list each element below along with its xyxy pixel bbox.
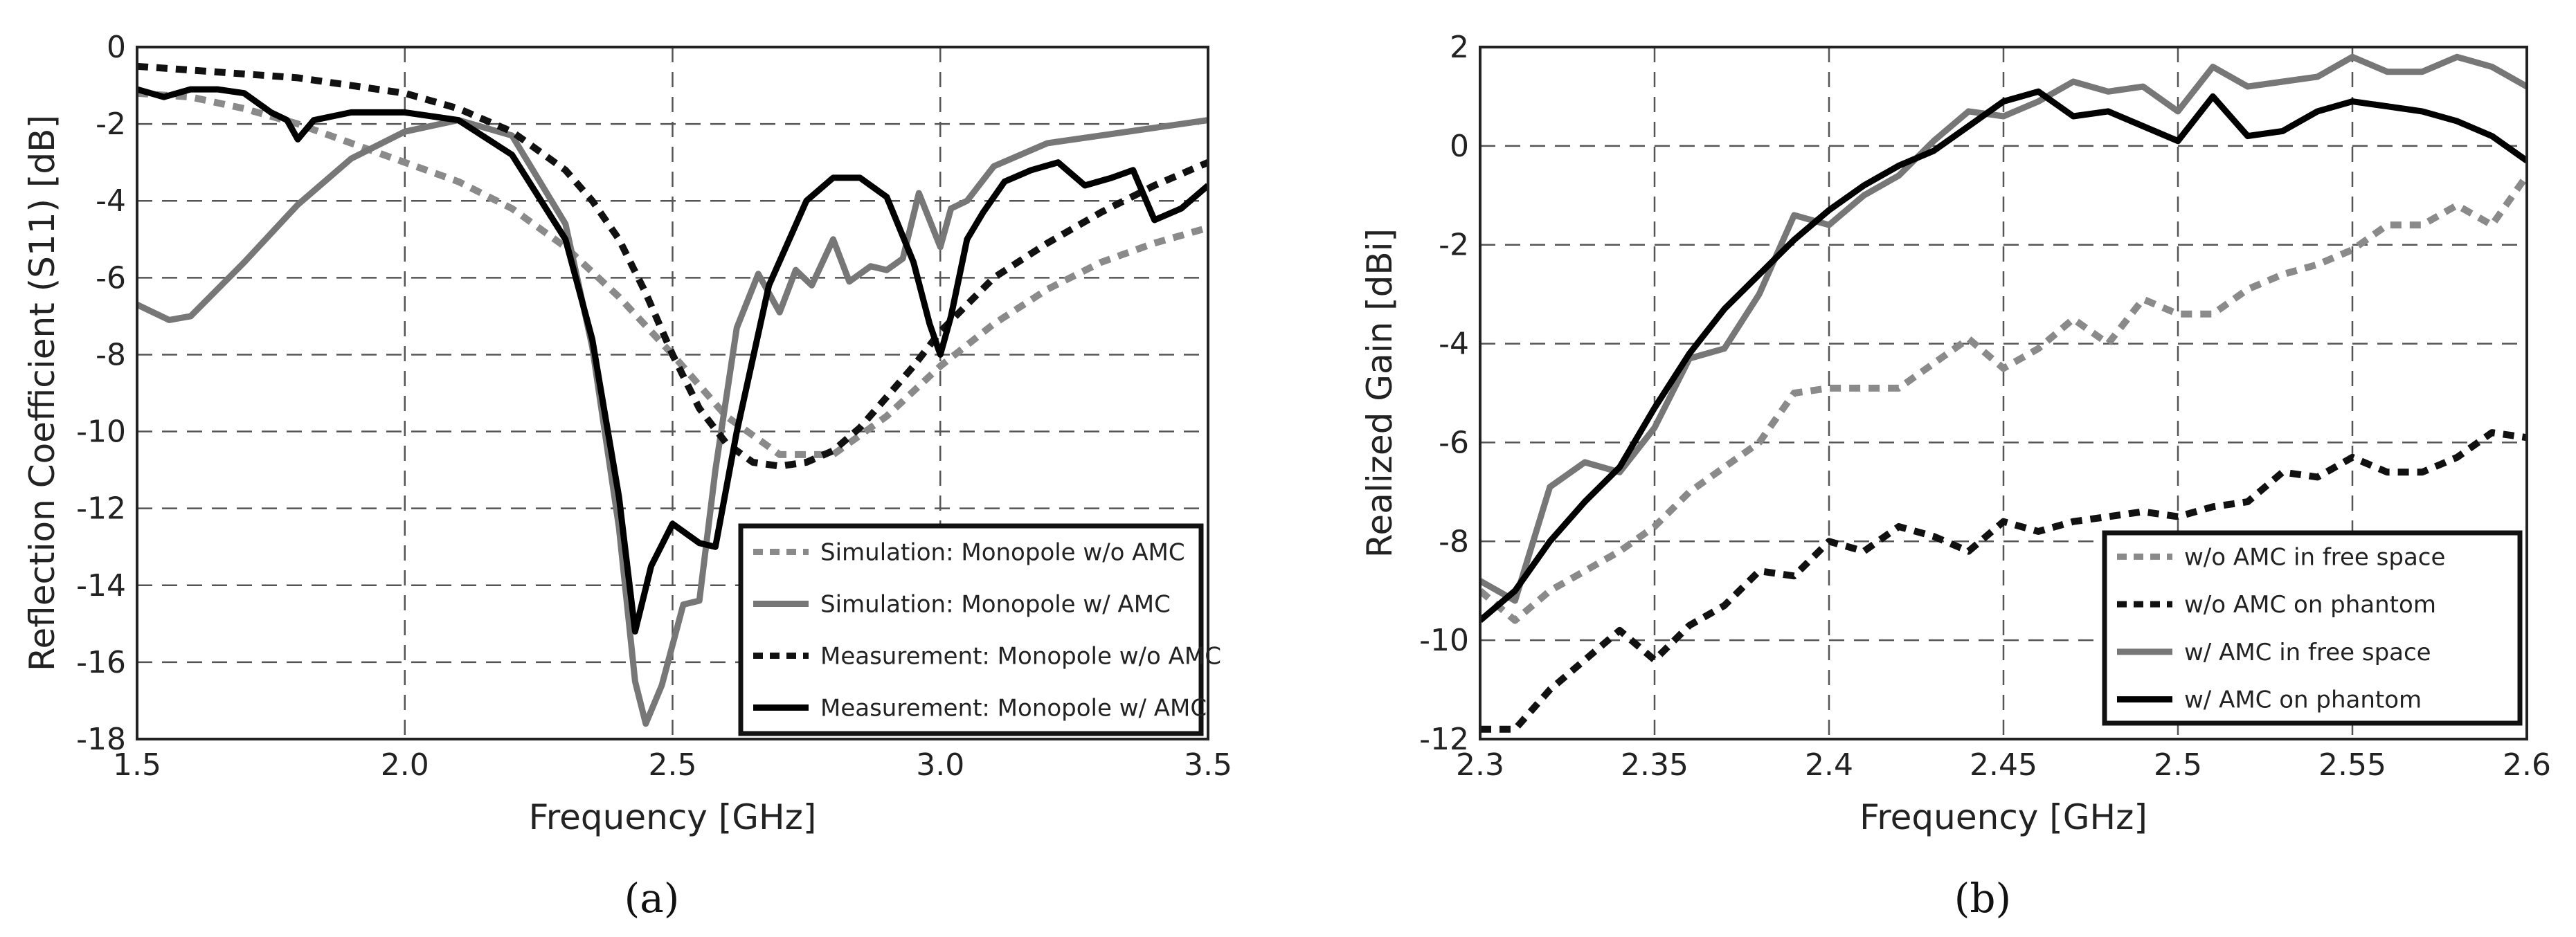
legend-box bbox=[2102, 530, 2523, 726]
legend-label: Measurement: Monopole w/ AMC bbox=[820, 695, 1207, 722]
legend-label: Simulation: Monopole w/o AMC bbox=[820, 539, 1185, 567]
y-tick-label: -8 bbox=[1439, 524, 1469, 559]
legend-label: w/ AMC in free space bbox=[2184, 639, 2431, 666]
y-tick-label: -10 bbox=[76, 415, 126, 450]
series-line-2 bbox=[137, 117, 1208, 727]
x-tick-label: 2.0 bbox=[381, 747, 429, 783]
legend-label: Measurement: Monopole w/o AMC bbox=[820, 643, 1221, 671]
legend-label: w/ AMC on phantom bbox=[2184, 686, 2422, 714]
y-tick-label: -2 bbox=[96, 107, 126, 142]
legend-label: Simulation: Monopole w/ AMC bbox=[820, 591, 1171, 619]
x-tick-label: 3.0 bbox=[916, 747, 964, 783]
legend-label: w/o AMC on phantom bbox=[2184, 591, 2436, 619]
legend: w/o AMC in free space w/o AMC on phantom w… bbox=[2102, 530, 2523, 726]
x-tick-label: 3.5 bbox=[1184, 747, 1232, 783]
x-tick-label: 1.5 bbox=[113, 747, 161, 783]
x-tick-label: 2.45 bbox=[1970, 747, 2037, 783]
panel-label: (b) bbox=[1954, 875, 2011, 922]
y-tick-label: -14 bbox=[76, 568, 126, 603]
series-group bbox=[137, 62, 1208, 727]
x-tick-label: 2.4 bbox=[1805, 747, 1853, 783]
y-tick-label: 0 bbox=[107, 30, 126, 65]
y-axis-title: Realized Gain [dBi] bbox=[1360, 228, 1400, 558]
plot-frame bbox=[1479, 46, 2528, 740]
series-line-1 bbox=[1480, 173, 2527, 624]
y-tick-label: -10 bbox=[1419, 623, 1469, 658]
y-tick-label: -6 bbox=[1439, 425, 1469, 460]
y-tick-label: 2 bbox=[1450, 30, 1469, 65]
series-group bbox=[1480, 53, 2527, 733]
legend-box bbox=[738, 523, 1204, 736]
y-tick-label: -16 bbox=[76, 645, 126, 680]
y-axis-title: Reflection Coefficient (S11) [dB] bbox=[22, 115, 62, 671]
chart-panel-a: 1.5 2.0 2.5 3.0 3.5 0 -2 -4 -6 -8 -10 -12 -14 -16 -18 F… bbox=[22, 30, 1232, 922]
y-tick-label: -4 bbox=[1439, 327, 1469, 362]
legend: Simulation: Monopole w/o AMC Simulation: … bbox=[738, 523, 1221, 736]
series-line-2 bbox=[1480, 429, 2527, 733]
legend-label: w/o AMC in free space bbox=[2184, 543, 2445, 571]
series-line-3 bbox=[137, 62, 1208, 470]
y-tick-label: -12 bbox=[76, 491, 126, 527]
x-tick-label: 2.6 bbox=[2503, 747, 2551, 783]
y-tick-label: -18 bbox=[76, 722, 126, 757]
x-tick-label: 2.5 bbox=[649, 747, 697, 783]
panel-label: (a) bbox=[624, 875, 680, 922]
x-tick-label: 2.35 bbox=[1621, 747, 1688, 783]
chart-panel-b: 2.3 2.35 2.4 2.45 2.5 2.55 2.6 2 0 -2 -4 -6 -8 -10 -12… bbox=[1360, 30, 2551, 922]
y-tick-label: -2 bbox=[1439, 228, 1469, 263]
x-axis-title: Frequency [GHz] bbox=[1859, 797, 2147, 837]
x-tick-label: 2.5 bbox=[2154, 747, 2202, 783]
y-tick-label: 0 bbox=[1450, 129, 1469, 164]
y-tick-label: -8 bbox=[96, 337, 126, 372]
x-tick-label: 2.3 bbox=[1456, 747, 1504, 783]
plot-frame bbox=[136, 46, 1209, 740]
series-line-4 bbox=[137, 86, 1208, 635]
series-line-4 bbox=[1480, 88, 2527, 624]
y-tick-label: -6 bbox=[96, 260, 126, 295]
y-tick-label: -12 bbox=[1419, 722, 1469, 757]
series-line-1 bbox=[137, 89, 1208, 458]
x-axis-title: Frequency [GHz] bbox=[529, 797, 817, 837]
y-tick-label: -4 bbox=[96, 183, 126, 219]
x-tick-label: 2.55 bbox=[2318, 747, 2386, 783]
series-line-3 bbox=[1480, 53, 2527, 604]
